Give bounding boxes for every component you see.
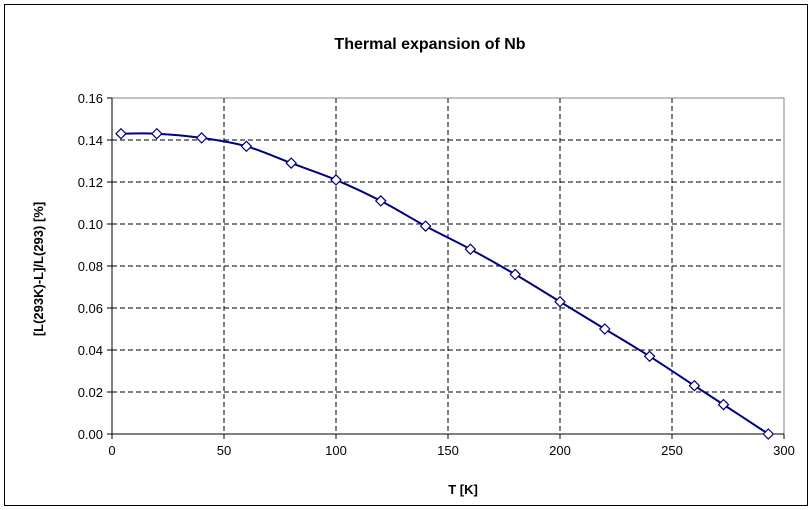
y-tick-label: 0.10 — [78, 217, 103, 232]
y-tick-label: 0.08 — [78, 259, 103, 274]
data-point-marker — [688, 379, 701, 392]
x-tick-label: 250 — [661, 443, 683, 458]
data-point-marker — [150, 127, 163, 140]
data-point-marker — [115, 127, 127, 140]
y-tick-label: 0.02 — [78, 385, 103, 400]
data-point-marker — [374, 195, 387, 207]
y-tick-label: 0.12 — [78, 175, 103, 190]
data-point-marker — [643, 350, 656, 363]
y-tick-label: 0.14 — [78, 133, 103, 148]
series-line — [120, 132, 769, 435]
data-point-marker — [240, 140, 253, 153]
y-tick-label: 0.06 — [78, 301, 103, 316]
data-point-marker — [285, 157, 298, 169]
data-point-marker — [554, 295, 566, 308]
chart-frame: Thermal expansion of Nb T [K] [L(293K)-L… — [4, 4, 808, 506]
y-axis-title: [L(293K)-L]/L(293) [%] — [31, 202, 46, 336]
x-tick-label: 300 — [773, 443, 795, 458]
data-point-marker — [598, 323, 611, 335]
chart-title: Thermal expansion of Nb — [334, 36, 525, 53]
data-point-marker — [330, 174, 342, 186]
x-tick-label: 100 — [325, 443, 347, 458]
data-point-marker — [717, 398, 730, 411]
y-tick-label: 0.16 — [78, 91, 103, 106]
x-tick-label: 50 — [217, 443, 231, 458]
plot-area: 0 50 100 150 200 250 300 0.00 0.02 0.04 0.06 0.08 0.… — [78, 91, 795, 458]
data-point-marker — [419, 220, 432, 232]
x-tick-label: 200 — [549, 443, 571, 458]
y-tick-label: 0.04 — [78, 343, 103, 358]
line-chart: Thermal expansion of Nb T [K] [L(293K)-L… — [31, 36, 795, 497]
data-point-marker — [762, 428, 775, 440]
x-axis-title: T [K] — [448, 482, 478, 497]
y-tick-label: 0.00 — [78, 427, 103, 442]
data-point-marker — [464, 243, 477, 256]
x-tick-label: 0 — [108, 443, 115, 458]
data-point-marker — [195, 132, 208, 144]
data-point-marker — [509, 268, 522, 281]
x-tick-label: 150 — [437, 443, 459, 458]
